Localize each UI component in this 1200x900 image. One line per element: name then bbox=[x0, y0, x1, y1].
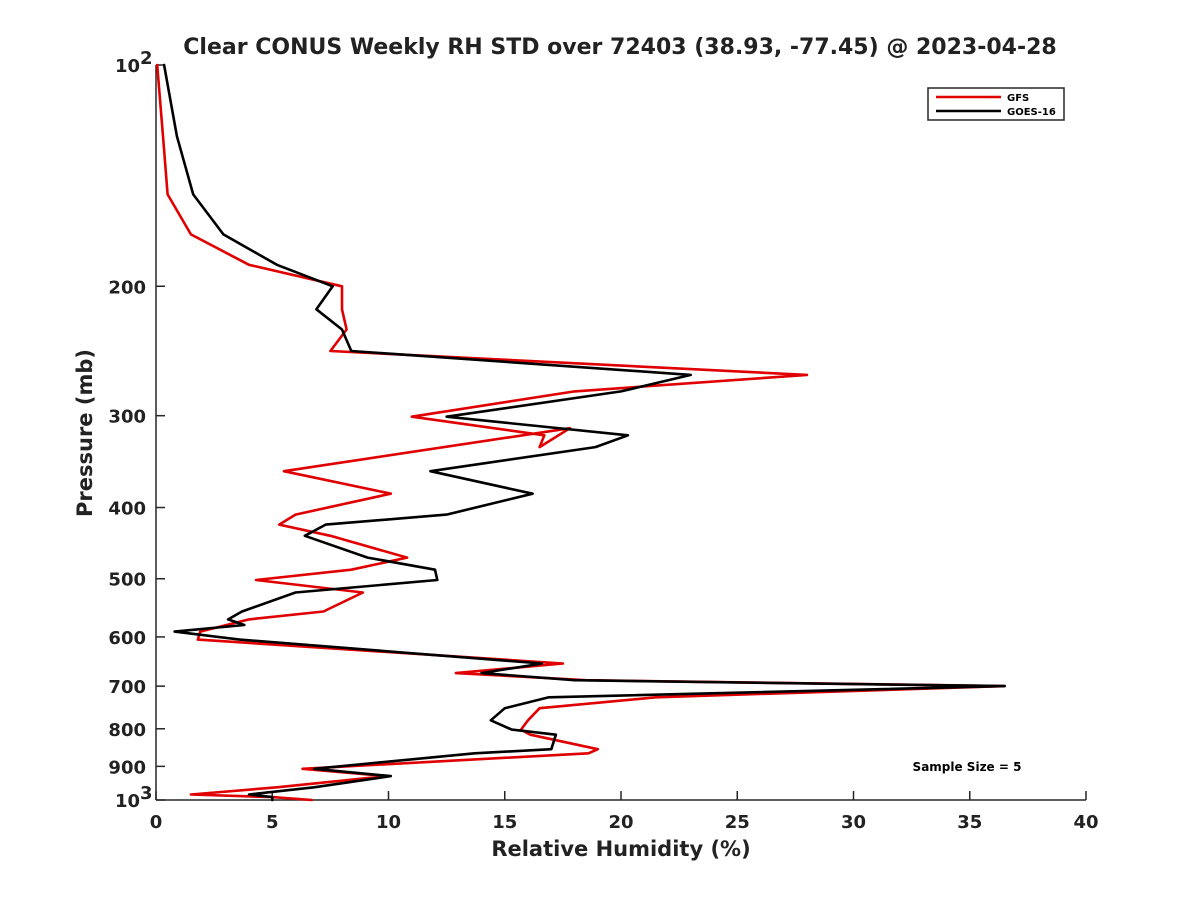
x-tick-label: 30 bbox=[841, 812, 866, 833]
x-axis-label: Relative Humidity (%) bbox=[491, 837, 750, 861]
x-tick-label: 25 bbox=[725, 812, 750, 833]
legend-label-gfs: GFS bbox=[1007, 93, 1029, 104]
x-tick-label: 40 bbox=[1073, 812, 1098, 833]
y-tick-label: 200 bbox=[108, 277, 146, 298]
x-tick-label: 5 bbox=[266, 812, 279, 833]
y-tick-label: 800 bbox=[108, 720, 146, 741]
legend: GFS GOES-16 bbox=[927, 87, 1065, 121]
y-tick-exponent: 3 bbox=[140, 783, 153, 804]
x-tick-label: 10 bbox=[376, 812, 401, 833]
y-tick-label: 10 bbox=[115, 56, 140, 77]
y-tick-label: 300 bbox=[108, 407, 146, 428]
y-tick-label: 700 bbox=[108, 677, 146, 698]
y-tick-label: 600 bbox=[108, 628, 146, 649]
y-tick-label: 400 bbox=[108, 499, 146, 520]
x-ticks: 0 5 10 15 20 25 30 35 40 bbox=[150, 791, 1099, 833]
x-tick-label: 35 bbox=[957, 812, 982, 833]
x-tick-label: 20 bbox=[608, 812, 633, 833]
series-line-gfs bbox=[155, 63, 1006, 802]
chart-title: Clear CONUS Weekly RH STD over 72403 (38… bbox=[183, 35, 1056, 60]
legend-label-goes-16: GOES-16 bbox=[1007, 107, 1056, 118]
legend-box bbox=[927, 87, 1065, 121]
sample-size-annotation: Sample Size = 5 bbox=[913, 760, 1022, 774]
y-axis-label: Pressure (mb) bbox=[73, 349, 97, 517]
series-line-goes-16 bbox=[162, 63, 1006, 802]
y-tick-exponent: 2 bbox=[140, 48, 153, 69]
y-tick-label: 500 bbox=[108, 570, 146, 591]
y-tick-label: 10 bbox=[115, 791, 140, 812]
x-tick-label: 0 bbox=[150, 812, 163, 833]
x-tick-label: 15 bbox=[492, 812, 517, 833]
series-lines bbox=[155, 63, 1006, 802]
y-tick-label: 900 bbox=[108, 757, 146, 778]
